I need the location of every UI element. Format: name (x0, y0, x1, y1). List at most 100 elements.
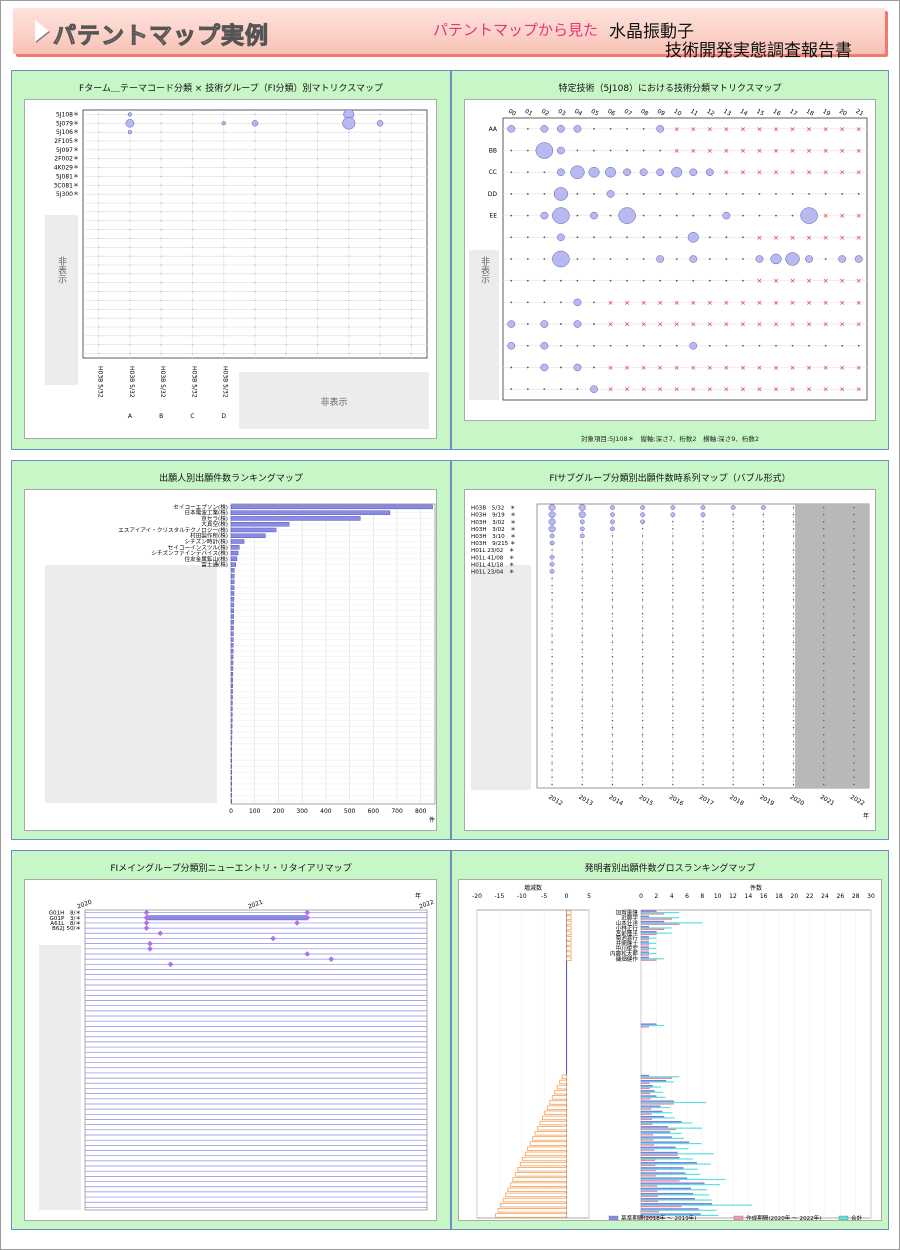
grid-dot (823, 705, 825, 708)
y-tick-label: 京セラ(株) (201, 514, 228, 522)
grid-dot (702, 563, 704, 566)
grid-dot (581, 691, 583, 693)
grid-dot (581, 663, 583, 665)
grid-dot (792, 577, 795, 580)
grid-dot (853, 513, 855, 516)
grid-dot (732, 677, 734, 679)
empty-cell-mark: × (856, 386, 862, 394)
y-tick-label: H01L 41/18 ＊ (471, 561, 515, 568)
grid-dot (551, 606, 553, 608)
total-bar (641, 953, 657, 955)
grid-dot (762, 655, 765, 658)
grid-dot (823, 627, 825, 629)
grid-dot (551, 769, 553, 771)
grid-dot (823, 748, 825, 750)
delta-bar (566, 956, 572, 961)
grid-dot (641, 549, 644, 551)
bubble (127, 130, 133, 135)
grid-dot (641, 577, 644, 580)
right-tick-label: 30 (867, 893, 875, 900)
grid-dot (702, 719, 704, 722)
grid-dot (672, 549, 674, 551)
grid-dot (611, 698, 614, 700)
bubble (507, 342, 516, 350)
x-tick-label: 02 (540, 108, 550, 118)
grid-dot (551, 577, 553, 580)
grid-dot (762, 627, 765, 629)
empty-cell-mark: × (674, 125, 680, 133)
grid-dot (576, 279, 579, 282)
x-group-label: C (190, 413, 194, 420)
grid-dot (762, 513, 765, 516)
grid-dot (672, 719, 674, 722)
grid-dot (853, 741, 855, 743)
total-bar (641, 1163, 711, 1165)
grid-dot (775, 214, 777, 217)
delta-bar (566, 941, 572, 946)
grid-dot (543, 236, 546, 239)
grid-dot (641, 528, 644, 530)
delta-bar (505, 1192, 568, 1198)
hidden-y-region (469, 250, 499, 400)
bar (230, 689, 233, 694)
grid-dot (732, 762, 734, 764)
total-bar (641, 1024, 664, 1027)
grid-dot (611, 606, 614, 608)
grid-dot (823, 677, 825, 679)
grid-dot (732, 549, 734, 551)
grid-dot (641, 783, 644, 786)
bar (230, 556, 238, 562)
bubble (640, 505, 646, 510)
grid-dot (824, 258, 827, 260)
right-tick-label: 28 (852, 893, 860, 900)
grid-dot (702, 528, 704, 530)
grid-dot (792, 684, 795, 686)
grid-dot (560, 344, 562, 347)
y-tick-label: H03H 3/10 ＊ (471, 533, 516, 540)
x-tick-label: 2020 (789, 794, 806, 808)
grid-dot (762, 592, 765, 594)
grid-dot (641, 755, 644, 757)
empty-cell-mark: × (624, 321, 630, 329)
grid-dot (672, 741, 674, 743)
right-tick-label: 2 (654, 893, 658, 900)
panel-fi-timeseries: FIサブグループ分類別出願件数時系列マップ（バブル形式） 2012 2013 201… (451, 460, 889, 840)
bubble (670, 505, 676, 510)
bar (230, 625, 234, 631)
empty-cell-mark: × (790, 364, 796, 372)
grid-dot (609, 344, 612, 347)
empty-cell-mark: × (723, 125, 729, 133)
y-tick-label: 4K029＊ (54, 165, 79, 172)
bubble (556, 146, 565, 155)
bar (230, 654, 234, 660)
grid-dot (792, 726, 795, 729)
bubble (548, 511, 556, 518)
grid-dot (702, 535, 704, 537)
grid-dot (526, 193, 529, 195)
empty-cell-mark: × (657, 364, 663, 372)
bubble (623, 168, 632, 176)
total-bar (641, 942, 657, 944)
grid-dot (702, 776, 704, 779)
grid-dot (641, 634, 644, 637)
delta-bar (549, 1100, 568, 1105)
empty-cell-mark: × (657, 321, 663, 329)
left-plot-frame (476, 909, 590, 1219)
empty-cell-mark: × (806, 364, 812, 372)
grid-dot (543, 171, 546, 174)
grid-dot (823, 577, 825, 580)
total-bar (641, 1158, 694, 1160)
grid-dot (853, 783, 855, 786)
y-tick-label: 磯畑健作 (616, 955, 639, 963)
grid-dot (702, 726, 704, 729)
grid-dot (823, 542, 825, 544)
grid-dot (581, 670, 583, 672)
grid-dot (551, 634, 553, 637)
x-tick-label: 10 (672, 108, 682, 118)
bubble (573, 320, 582, 328)
grid-dot (642, 344, 645, 347)
grid-dot (672, 528, 674, 530)
grid-dot (775, 344, 777, 347)
grid-dot (551, 719, 553, 722)
